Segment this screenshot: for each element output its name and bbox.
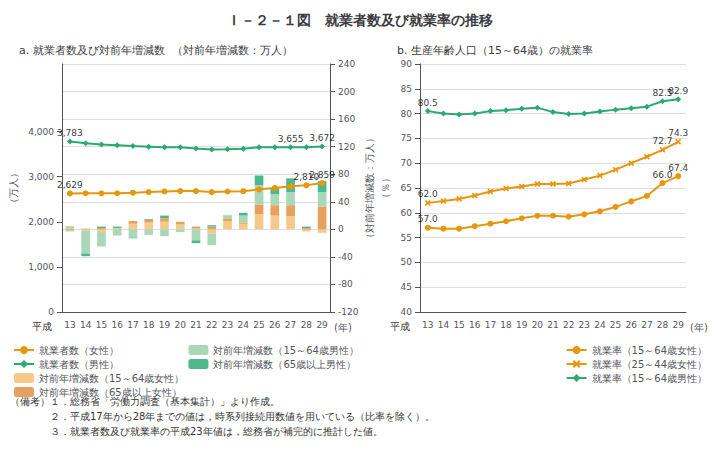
svg-text:60: 60 xyxy=(401,208,413,218)
svg-text:２．平成17年から28年までの値は，時系列接続用数値を用いて: ２．平成17年から28年までの値は，時系列接続用数値を用いている（比率を除く）。 xyxy=(10,411,435,422)
svg-text:90: 90 xyxy=(401,59,413,69)
svg-text:21: 21 xyxy=(190,320,201,330)
svg-text:40: 40 xyxy=(338,197,350,207)
svg-text:3,783: 3,783 xyxy=(57,128,83,138)
svg-text:120: 120 xyxy=(338,142,355,152)
svg-text:85: 85 xyxy=(401,84,412,94)
svg-text:就業率（15～64歳女性）: 就業率（15～64歳女性） xyxy=(592,345,707,356)
svg-text:15: 15 xyxy=(96,320,107,330)
svg-text:a. 就業者数及び対前年増減数 （対前年増減数：万人）: a. 就業者数及び対前年増減数 （対前年増減数：万人） xyxy=(19,44,293,57)
svg-text:27: 27 xyxy=(641,320,652,330)
svg-text:29: 29 xyxy=(316,320,328,330)
svg-text:-80: -80 xyxy=(338,279,353,289)
svg-text:27: 27 xyxy=(285,320,296,330)
svg-text:16: 16 xyxy=(469,320,481,330)
svg-text:80.5: 80.5 xyxy=(418,98,438,108)
svg-text:３．就業者数及び就業率の平成23年値は，総務省が補完的に推計: ３．就業者数及び就業率の平成23年値は，総務省が補完的に推計した値。 xyxy=(10,426,383,437)
svg-text:1,000: 1,000 xyxy=(28,262,54,272)
svg-text:72.7: 72.7 xyxy=(652,136,673,147)
svg-text:65: 65 xyxy=(401,183,412,193)
svg-text:-120: -120 xyxy=(338,307,359,317)
svg-text:13: 13 xyxy=(64,320,75,330)
svg-text:20: 20 xyxy=(532,320,544,330)
svg-text:対前年増減数（15～64歳男性）: 対前年増減数（15～64歳男性） xyxy=(213,345,358,356)
svg-text:28: 28 xyxy=(301,320,313,330)
svg-text:18: 18 xyxy=(500,320,512,330)
svg-text:18: 18 xyxy=(143,320,155,330)
svg-text:（万人）: （万人） xyxy=(8,168,19,208)
svg-text:対前年増減数（65歳以上男性）: 対前年増減数（65歳以上男性） xyxy=(213,359,356,370)
svg-text:74.3: 74.3 xyxy=(668,128,688,138)
svg-text:(年): (年) xyxy=(334,322,352,333)
svg-text:-40: -40 xyxy=(338,252,353,262)
svg-text:80: 80 xyxy=(401,109,413,119)
svg-text:平成: 平成 xyxy=(390,321,410,332)
svg-text:(年): (年) xyxy=(690,322,708,333)
svg-text:20: 20 xyxy=(175,320,187,330)
svg-text:15: 15 xyxy=(453,320,464,330)
svg-text:70: 70 xyxy=(401,158,413,168)
svg-text:28: 28 xyxy=(657,320,669,330)
svg-text:26: 26 xyxy=(626,320,638,330)
svg-text:75: 75 xyxy=(401,133,412,143)
svg-text:25: 25 xyxy=(610,320,621,330)
svg-text:平成: 平成 xyxy=(32,321,52,332)
svg-text:4,000: 4,000 xyxy=(28,127,54,137)
svg-text:57.0: 57.0 xyxy=(418,214,438,224)
svg-text:3,000: 3,000 xyxy=(28,172,54,182)
svg-text:160: 160 xyxy=(338,114,355,124)
svg-text:25: 25 xyxy=(253,320,264,330)
svg-text:19: 19 xyxy=(516,320,528,330)
svg-text:14: 14 xyxy=(438,320,450,330)
svg-text:2,629: 2,629 xyxy=(57,180,83,190)
svg-text:就業者数（女性）: 就業者数（女性） xyxy=(39,345,119,356)
svg-text:就業率（15～64歳男性）: 就業率（15～64歳男性） xyxy=(592,373,707,384)
svg-text:19: 19 xyxy=(159,320,171,330)
svg-text:240: 240 xyxy=(338,59,355,69)
svg-text:66.0: 66.0 xyxy=(652,169,673,180)
svg-text:24: 24 xyxy=(594,320,606,330)
svg-text:22: 22 xyxy=(206,320,217,330)
svg-text:2,810: 2,810 xyxy=(293,171,320,182)
svg-text:Ｉ－２－１図 就業者数及び就業率の推移: Ｉ－２－１図 就業者数及び就業率の推移 xyxy=(227,12,493,28)
svg-text:29: 29 xyxy=(672,320,684,330)
svg-text:17: 17 xyxy=(485,320,496,330)
svg-text:就業者数（男性）: 就業者数（男性） xyxy=(39,359,119,370)
svg-text:82.5: 82.5 xyxy=(652,87,673,98)
svg-text:82.9: 82.9 xyxy=(668,86,688,96)
svg-text:2,000: 2,000 xyxy=(28,217,54,227)
svg-text:22: 22 xyxy=(563,320,574,330)
svg-text:55: 55 xyxy=(401,233,412,243)
svg-text:200: 200 xyxy=(338,87,355,97)
svg-text:3,672: 3,672 xyxy=(309,133,335,143)
svg-text:0: 0 xyxy=(48,307,54,317)
svg-text:対前年増減数（65歳以上女性）: 対前年増減数（65歳以上女性） xyxy=(39,387,182,398)
svg-text:（％）: （％） xyxy=(380,173,391,203)
svg-text:就業率（25～44歳女性）: 就業率（25～44歳女性） xyxy=(592,359,707,370)
svg-text:23: 23 xyxy=(579,320,590,330)
svg-text:（対前年増減数：万人）: （対前年増減数：万人） xyxy=(364,133,375,243)
svg-text:b. 生産年齢人口（15～64歳）の就業率: b. 生産年齢人口（15～64歳）の就業率 xyxy=(397,44,593,57)
svg-text:50: 50 xyxy=(401,257,413,267)
svg-text:62.0: 62.0 xyxy=(418,189,438,199)
svg-text:3,655: 3,655 xyxy=(278,134,304,144)
svg-text:40: 40 xyxy=(401,307,413,317)
svg-text:17: 17 xyxy=(127,320,138,330)
svg-text:21: 21 xyxy=(547,320,558,330)
svg-text:24: 24 xyxy=(238,320,250,330)
svg-text:80: 80 xyxy=(338,169,350,179)
svg-text:26: 26 xyxy=(269,320,281,330)
svg-text:対前年増減数（15～64歳女性）: 対前年増減数（15～64歳女性） xyxy=(39,373,184,384)
svg-text:13: 13 xyxy=(422,320,433,330)
svg-text:（備考）１．総務省「労働力調査（基本集計）」より作成。: （備考）１．総務省「労働力調査（基本集計）」より作成。 xyxy=(10,395,280,407)
svg-text:14: 14 xyxy=(80,320,92,330)
svg-text:45: 45 xyxy=(401,282,412,292)
svg-text:16: 16 xyxy=(111,320,123,330)
svg-text:23: 23 xyxy=(222,320,233,330)
svg-text:2,859: 2,859 xyxy=(309,170,335,180)
svg-text:67.4: 67.4 xyxy=(668,163,688,173)
svg-text:0: 0 xyxy=(338,224,344,234)
